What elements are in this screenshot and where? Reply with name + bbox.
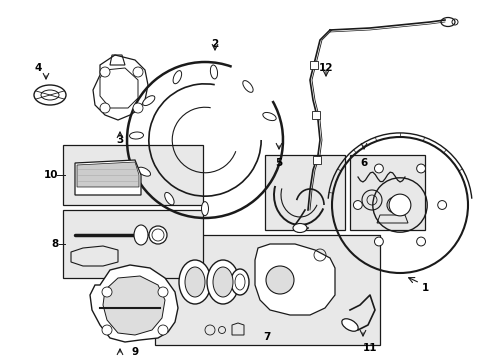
Circle shape <box>416 237 425 246</box>
Circle shape <box>437 201 446 210</box>
Text: 2: 2 <box>211 39 218 49</box>
Ellipse shape <box>341 319 357 331</box>
Circle shape <box>133 67 142 77</box>
Circle shape <box>388 194 410 216</box>
Circle shape <box>100 103 110 113</box>
Circle shape <box>102 325 112 335</box>
Polygon shape <box>75 160 141 195</box>
Text: 9: 9 <box>131 347 138 357</box>
Circle shape <box>416 164 425 173</box>
Ellipse shape <box>164 193 174 205</box>
Text: 10: 10 <box>43 170 58 180</box>
Circle shape <box>158 325 168 335</box>
Ellipse shape <box>243 81 253 93</box>
Ellipse shape <box>184 267 204 297</box>
Circle shape <box>100 67 110 77</box>
Ellipse shape <box>262 112 276 121</box>
Text: 12: 12 <box>318 63 332 73</box>
Ellipse shape <box>230 269 248 295</box>
Text: 8: 8 <box>51 239 59 249</box>
Ellipse shape <box>149 226 167 244</box>
Bar <box>264 155 345 230</box>
Ellipse shape <box>206 260 239 304</box>
Bar <box>311 111 319 119</box>
Ellipse shape <box>138 167 150 176</box>
Text: 7: 7 <box>263 332 270 342</box>
Circle shape <box>102 287 112 297</box>
Polygon shape <box>90 265 178 342</box>
Ellipse shape <box>201 202 208 216</box>
Polygon shape <box>254 244 334 315</box>
Text: 5: 5 <box>275 158 282 168</box>
Ellipse shape <box>134 225 148 245</box>
Bar <box>63 210 203 278</box>
Ellipse shape <box>142 96 155 105</box>
Text: 11: 11 <box>362 343 376 353</box>
Circle shape <box>158 287 168 297</box>
Bar <box>155 235 379 345</box>
Bar <box>312 156 320 164</box>
Circle shape <box>353 201 362 210</box>
Ellipse shape <box>213 267 232 297</box>
Bar <box>349 155 424 230</box>
Ellipse shape <box>129 132 143 139</box>
Circle shape <box>374 237 383 246</box>
Polygon shape <box>77 162 139 187</box>
Ellipse shape <box>173 71 181 84</box>
Ellipse shape <box>179 260 210 304</box>
Ellipse shape <box>210 65 217 79</box>
Circle shape <box>133 103 142 113</box>
Text: 4: 4 <box>34 63 41 73</box>
Text: 6: 6 <box>360 158 367 168</box>
Bar <box>63 145 203 205</box>
Text: 3: 3 <box>116 135 123 145</box>
Ellipse shape <box>292 224 306 233</box>
Bar <box>309 61 317 69</box>
Circle shape <box>374 164 383 173</box>
Ellipse shape <box>265 266 293 294</box>
Text: 1: 1 <box>421 283 428 293</box>
Polygon shape <box>103 276 164 335</box>
